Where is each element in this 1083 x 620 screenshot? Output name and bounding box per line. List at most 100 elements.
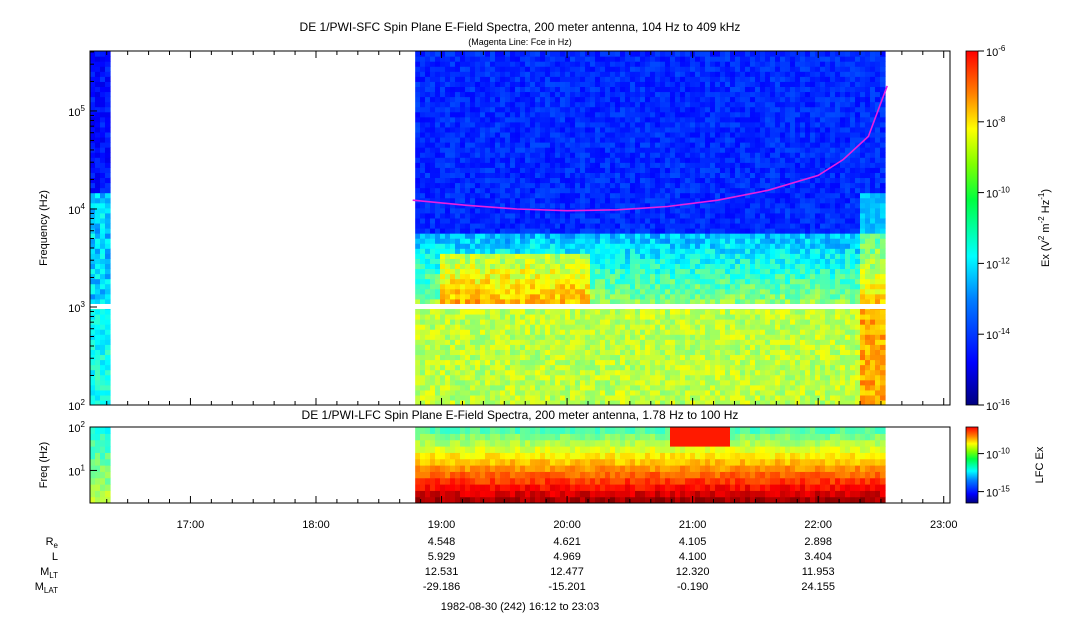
sfc-heatmap-cell: [505, 182, 511, 189]
sfc-heatmap-cell: [695, 121, 701, 128]
sfc-heatmap-cell: [455, 258, 461, 264]
sfc-heatmap-cell: [735, 182, 741, 189]
sfc-heatmap-cell: [515, 278, 521, 285]
sfc-heatmap-cell: [90, 248, 96, 254]
sfc-heatmap-cell: [720, 283, 726, 290]
sfc-heatmap-cell: [680, 106, 686, 113]
sfc-heatmap-cell: [645, 177, 651, 184]
sfc-heatmap-cell: [560, 66, 566, 72]
sfc-heatmap-cell: [640, 389, 646, 396]
sfc-heatmap-cell: [450, 61, 456, 67]
sfc-heatmap-cell: [495, 86, 501, 93]
sfc-heatmap-cell: [655, 243, 661, 249]
sfc-heatmap-cell: [700, 157, 706, 163]
sfc-heatmap-cell: [460, 324, 466, 330]
sfc-heatmap-cell: [705, 61, 711, 67]
sfc-heatmap-cell: [420, 172, 426, 179]
sfc-heatmap-cell: [420, 202, 426, 209]
sfc-heatmap-cell: [685, 51, 691, 57]
sfc-heatmap-cell: [655, 101, 661, 108]
sfc-heatmap-cell: [710, 142, 716, 148]
sfc-heatmap-cell: [535, 283, 541, 290]
sfc-heatmap-cell: [665, 207, 671, 214]
sfc-heatmap-cell: [700, 364, 706, 371]
sfc-heatmap-cell: [555, 313, 561, 320]
sfc-heatmap-cell: [605, 263, 611, 270]
sfc-heatmap-cell: [690, 233, 696, 239]
sfc-heatmap-cell: [500, 344, 506, 350]
sfc-heatmap-cell: [525, 142, 531, 148]
sfc-heatmap-cell: [565, 228, 571, 234]
sfc-heatmap-cell: [475, 238, 481, 244]
sfc-heatmap-cell: [740, 253, 746, 259]
sfc-heatmap-cell: [425, 167, 431, 173]
sfc-heatmap-cell: [555, 324, 561, 330]
sfc-heatmap-cell: [515, 177, 521, 184]
sfc-heatmap-cell: [90, 293, 96, 300]
sfc-heatmap-cell: [550, 233, 556, 239]
sfc-heatmap-cell: [635, 197, 641, 204]
sfc-heatmap-cell: [485, 334, 491, 340]
sfc-heatmap-cell: [710, 258, 716, 264]
sfc-heatmap-cell: [550, 61, 556, 67]
sfc-heatmap-cell: [585, 217, 591, 224]
sfc-heatmap-cell: [95, 147, 101, 153]
sfc-heatmap-cell: [450, 212, 456, 219]
sfc-heatmap-cell: [545, 101, 551, 108]
sfc-heatmap-cell: [650, 177, 656, 184]
sfc-heatmap-cell: [655, 202, 661, 209]
sfc-heatmap-cell: [510, 86, 516, 93]
sfc-heatmap-cell: [540, 258, 546, 264]
sfc-heatmap-cell: [510, 172, 516, 179]
sfc-heatmap-cell: [690, 253, 696, 259]
sfc-heatmap-cell: [480, 217, 486, 224]
sfc-heatmap-cell: [105, 253, 111, 259]
sfc-heatmap-cell: [450, 238, 456, 244]
sfc-heatmap-cell: [100, 222, 106, 229]
sfc-heatmap-cell: [445, 167, 451, 173]
sfc-heatmap-cell: [725, 238, 731, 244]
sfc-heatmap-cell: [695, 399, 701, 405]
sfc-heatmap-cell: [700, 293, 706, 300]
sfc-heatmap-cell: [555, 111, 561, 118]
sfc-heatmap-cell: [415, 288, 421, 295]
sfc-heatmap-cell: [700, 136, 706, 143]
sfc-heatmap-cell: [465, 354, 471, 361]
sfc-heatmap-cell: [520, 96, 526, 103]
sfc-heatmap-cell: [610, 126, 616, 133]
sfc-heatmap-cell: [655, 308, 661, 315]
sfc-heatmap-cell: [540, 101, 546, 108]
sfc-heatmap-cell: [485, 162, 491, 168]
sfc-heatmap-cell: [690, 81, 696, 87]
sfc-heatmap-cell: [460, 238, 466, 244]
sfc-heatmap-cell: [415, 399, 421, 405]
sfc-heatmap-cell: [565, 116, 571, 123]
sfc-heatmap-cell: [730, 313, 736, 320]
sfc-heatmap-cell: [535, 324, 541, 330]
sfc-heatmap-cell: [565, 308, 571, 315]
sfc-heatmap-cell: [95, 167, 101, 173]
sfc-heatmap-cell: [485, 268, 491, 275]
sfc-heatmap-cell: [445, 177, 451, 184]
sfc-heatmap-cell: [655, 142, 661, 148]
sfc-heatmap-cell: [535, 61, 541, 67]
sfc-heatmap-cell: [420, 313, 426, 320]
sfc-heatmap-cell: [595, 116, 601, 123]
sfc-heatmap-cell: [550, 293, 556, 300]
sfc-heatmap-cell: [695, 187, 701, 194]
sfc-heatmap-cell: [530, 121, 536, 128]
sfc-heatmap-cell: [95, 76, 101, 82]
sfc-heatmap-cell: [525, 56, 531, 62]
sfc-heatmap-cell: [660, 334, 666, 340]
sfc-heatmap-cell: [635, 319, 641, 325]
sfc-heatmap-cell: [675, 217, 681, 224]
sfc-heatmap-cell: [435, 147, 441, 153]
sfc-heatmap-cell: [450, 329, 456, 335]
sfc-heatmap-cell: [480, 354, 486, 361]
sfc-heatmap-cell: [605, 379, 611, 386]
sfc-heatmap-cell: [640, 56, 646, 62]
sfc-heatmap-cell: [690, 222, 696, 229]
sfc-heatmap-cell: [455, 334, 461, 340]
sfc-heatmap-cell: [560, 136, 566, 143]
sfc-heatmap-cell: [100, 248, 106, 254]
